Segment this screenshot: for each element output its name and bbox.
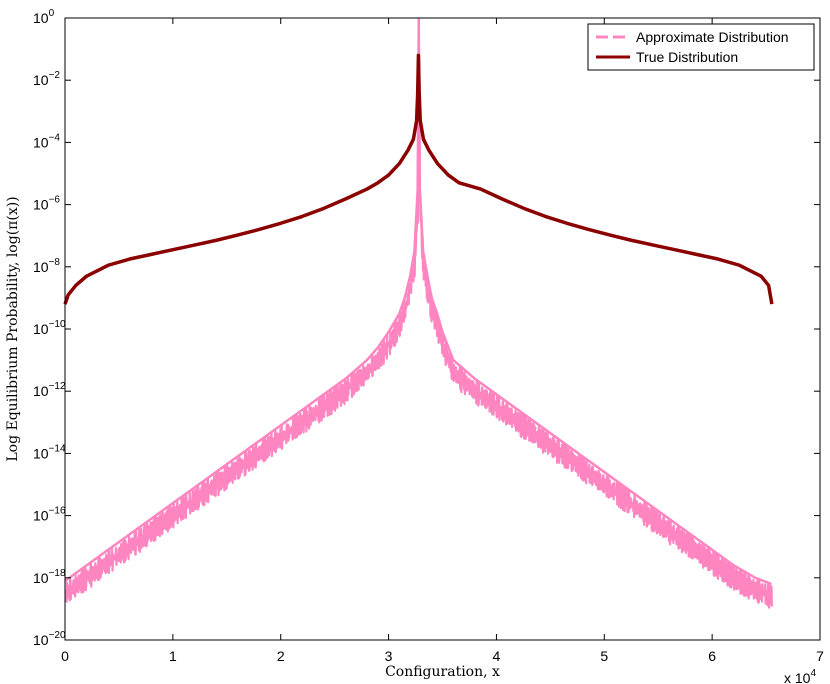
- ticks-layer: 0 1 2 3 4 5 6 7 100 10−2 10−4 10−6 10−8 10−10 10−12 10−…: [33, 8, 824, 664]
- y-tick-label: 10−18: [33, 568, 66, 586]
- y-tick-label: 100: [33, 8, 55, 26]
- x-axis-multiplier: x 104: [784, 668, 816, 684]
- legend-box: [587, 23, 815, 71]
- series-true-distribution: [63, 53, 774, 305]
- x-tick-label: 4: [493, 648, 501, 664]
- x-tick-label: 2: [277, 648, 285, 664]
- y-tick-label: 10−20: [33, 630, 66, 648]
- x-tick-label: 1: [169, 648, 177, 664]
- y-tick-label: 10−16: [33, 506, 66, 524]
- x-tick-label: 5: [600, 648, 608, 664]
- y-tick-label: 10−4: [33, 132, 60, 150]
- legend-label-approximate: Approximate Distribution: [636, 29, 789, 45]
- y-axis-title: Log Equilibrium Probability, log(π(x)): [5, 196, 21, 461]
- x-axis-multiplier-base: x 10: [784, 670, 811, 684]
- x-tick-label: 3: [385, 648, 393, 664]
- y-tick-label: 10−2: [33, 70, 60, 88]
- legend-label-true: True Distribution: [636, 49, 738, 65]
- y-tick-label: 10−8: [33, 257, 60, 275]
- y-tick-label: 10−10: [33, 319, 66, 337]
- x-tick-label: 7: [816, 648, 824, 664]
- x-axis-title: Configuration, x: [385, 664, 500, 680]
- x-tick-label: 6: [708, 648, 716, 664]
- y-tick-label: 10−14: [33, 443, 66, 461]
- x-tick-label: 0: [61, 648, 69, 664]
- legend: Approximate Distribution True Distributi…: [587, 23, 815, 71]
- x-axis-multiplier-exp: 4: [810, 668, 816, 679]
- y-tick-label: 10−6: [33, 195, 60, 213]
- y-tick-label: 10−12: [33, 381, 66, 399]
